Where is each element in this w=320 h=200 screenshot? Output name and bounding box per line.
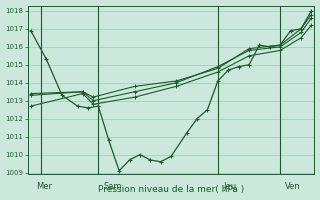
Text: Sam: Sam	[104, 182, 122, 191]
Text: Mer: Mer	[36, 182, 52, 191]
X-axis label: Pression niveau de la mer( hPa ): Pression niveau de la mer( hPa )	[98, 185, 244, 194]
Text: Ven: Ven	[285, 182, 301, 191]
Text: Jeu: Jeu	[223, 182, 236, 191]
